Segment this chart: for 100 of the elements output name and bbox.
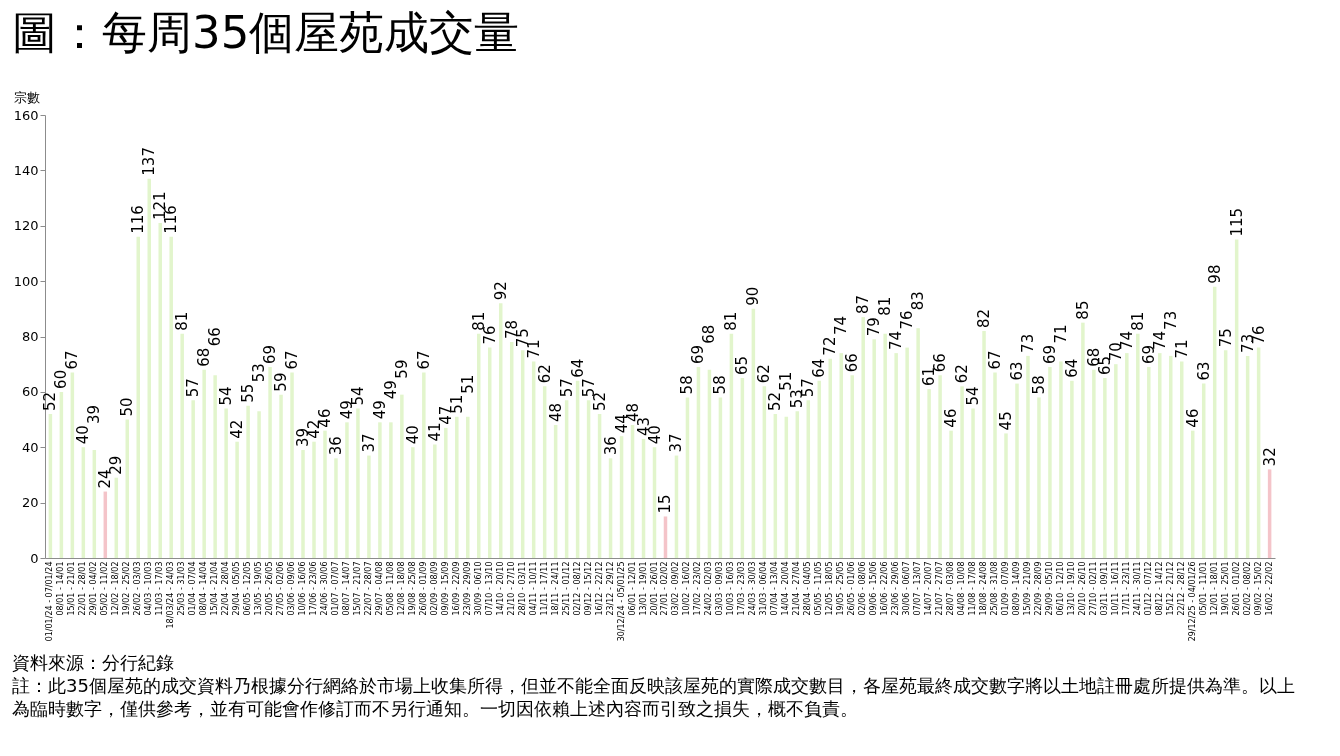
- data-label: 87: [854, 295, 873, 315]
- x-tick-label: 14/10 - 20/10: [495, 561, 505, 616]
- data-label: 37: [667, 433, 686, 453]
- x-tick-label: 16/02 - 22/02: [1264, 561, 1274, 616]
- data-label: 58: [1029, 375, 1048, 395]
- x-tick-label: 10/02 - 16/02: [682, 561, 692, 616]
- data-label: 67: [414, 350, 433, 370]
- x-tick-label: 13/10 - 19/10: [1066, 561, 1076, 616]
- data-label: 36: [601, 436, 620, 456]
- x-tick-label: 23/12 - 29/12: [605, 561, 615, 616]
- data-label: 42: [228, 419, 247, 439]
- x-tick-label: 16/09 - 22/09: [451, 561, 461, 616]
- data-label: 48: [546, 403, 565, 423]
- data-label: 74: [887, 331, 906, 351]
- bar: [982, 330, 986, 558]
- x-tick-label: 24/06 - 30/06: [319, 561, 329, 616]
- bar: [180, 333, 184, 558]
- bar: [1158, 353, 1162, 558]
- x-tick-label: 24/11 - 30/11: [1132, 561, 1142, 616]
- bar: [1136, 333, 1140, 558]
- x-tick-label: 10/06 - 16/06: [298, 561, 308, 616]
- x-tick-label: 04/03 - 10/03: [144, 561, 154, 616]
- x-tick-label: 29/01 - 04/02: [89, 561, 99, 616]
- y-tick-label: 60: [21, 384, 39, 400]
- x-tick-label: 13/05 - 19/05: [254, 561, 264, 616]
- x-tick-label: 21/04 - 27/04: [792, 561, 802, 616]
- data-label: 76: [898, 310, 917, 330]
- data-label: 37: [359, 433, 378, 453]
- data-label: 65: [733, 355, 752, 376]
- y-axis-title: 宗數: [13, 89, 40, 105]
- bar: [1103, 378, 1107, 558]
- data-label: 73: [1161, 310, 1180, 330]
- data-label: 116: [129, 205, 148, 234]
- bar: [993, 372, 997, 558]
- x-tick-label: 10/11 - 16/11: [1110, 561, 1120, 616]
- x-tick-label: 26/05 - 01/06: [847, 561, 857, 616]
- x-tick-label: 08/12 - 14/12: [1154, 561, 1164, 616]
- x-tick-label: 09/02 - 15/02: [1253, 561, 1263, 616]
- data-label: 54: [217, 386, 236, 406]
- data-label: 66: [843, 353, 862, 373]
- x-tick-label: 19/01 - 25/01: [1220, 561, 1230, 616]
- bar: [224, 408, 228, 558]
- x-tick-label: 15/12 - 21/12: [1165, 561, 1175, 616]
- x-tick-label: 31/03 - 06/04: [759, 561, 769, 616]
- data-label: 40: [403, 425, 422, 445]
- data-label: 69: [261, 344, 280, 364]
- bar: [147, 178, 151, 558]
- x-tick-label: 04/08 - 10/08: [957, 561, 967, 616]
- x-tick-label: 28/07 - 03/08: [946, 561, 956, 616]
- data-label: 71: [1172, 339, 1191, 359]
- data-label: 83: [909, 291, 928, 311]
- data-label: 75: [1216, 328, 1235, 348]
- x-tick-label: 15/01 - 21/01: [67, 561, 77, 616]
- bar: [1070, 380, 1074, 558]
- data-label: 63: [1194, 361, 1213, 381]
- bar: [202, 369, 206, 558]
- bar: [345, 422, 349, 558]
- data-label: 49: [370, 400, 389, 420]
- bar: [916, 328, 920, 558]
- bar: [235, 441, 239, 558]
- y-tick-label: 160: [13, 107, 39, 123]
- data-label: 71: [1051, 324, 1070, 344]
- x-tick-label: 07/04 - 13/04: [770, 561, 780, 616]
- data-label: 64: [810, 358, 829, 378]
- x-tick-label: 02/12 - 08/12: [572, 561, 582, 616]
- data-label: 81: [1128, 311, 1147, 331]
- data-label: 66: [206, 327, 225, 347]
- x-tick-label: 24/02 - 02/03: [704, 561, 714, 616]
- bar: [872, 339, 876, 558]
- data-label: 72: [821, 336, 840, 356]
- bar: [1125, 353, 1129, 558]
- bar: [455, 416, 459, 558]
- bar: [367, 455, 371, 558]
- data-label: 52: [41, 391, 60, 412]
- x-tick-label: 03/11 - 09/11: [1099, 561, 1109, 616]
- x-tick-label: 15/04 - 21/04: [210, 561, 220, 616]
- x-tick-label: 14/04 - 20/04: [781, 561, 791, 616]
- x-tick-label: 17/11 - 23/11: [1121, 561, 1131, 616]
- data-label: 67: [63, 350, 82, 370]
- data-label: 46: [1183, 408, 1202, 428]
- data-label: 79: [865, 317, 884, 337]
- x-tick-label: 21/10 - 27/10: [506, 561, 516, 616]
- bar: [356, 408, 360, 558]
- y-tick-label: 80: [21, 329, 39, 344]
- x-tick-label: 09/06 - 15/06: [869, 561, 879, 616]
- text: 註：此35個屋苑的成交資料乃根據分行網絡於市場上收集所得，但並不能全面反映該屋苑的實際成交數目，各屋苑最終成交數字將以土地註冊處所提供為準。以上為臨時數字，僅供參考，並有可能會作修訂而不另行通知。一切因依賴上述內容而引致之損失，概不負責。: [12, 675, 1295, 719]
- x-tick-label: 26/08 - 01/09: [418, 561, 428, 616]
- bar: [257, 411, 261, 558]
- bar: [411, 447, 415, 558]
- x-tick-label: 01/12 - 07/12: [1143, 561, 1153, 616]
- data-label: 15: [656, 494, 675, 514]
- bar: [1015, 383, 1019, 558]
- x-tick-label: 27/10 - 02/11: [1088, 561, 1098, 616]
- bar: [1114, 364, 1118, 558]
- data-label: 59: [392, 359, 411, 379]
- bar: [312, 441, 316, 558]
- x-tick-label: 01/01/24 - 07/01/24: [45, 561, 55, 642]
- data-label: 60: [52, 369, 71, 389]
- x-tick-label: 02/09 - 08/09: [429, 561, 439, 616]
- data-label: 54: [964, 386, 983, 406]
